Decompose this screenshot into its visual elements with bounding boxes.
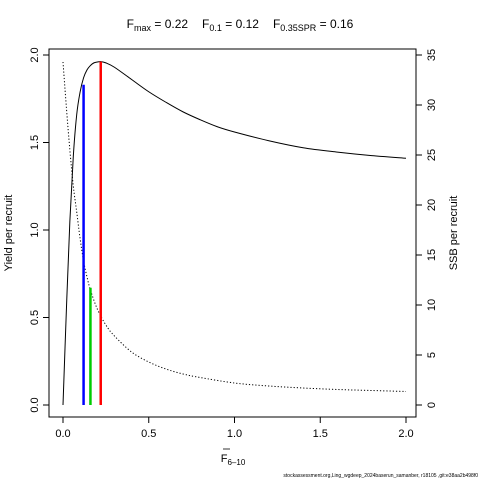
x-axis: 0.0 0.5 1.0 1.5 2.0 [55,417,414,440]
y-left-tick-label: 0.0 [29,397,41,412]
footer-text: stockassessment.org,Ling_wgdeep_2024base… [283,473,478,479]
y-right-tick-label: 0 [426,402,438,408]
y-right-tick-label: 35 [426,49,438,61]
y-axis-right: 0 5 10 15 20 25 30 35 [416,49,438,408]
title-fspr-subscript: 0.35SPR [280,23,317,33]
y-right-tick-label: 10 [426,299,438,311]
y-right-tick-label: 30 [426,99,438,111]
title-f01-symbol: F [202,17,209,31]
title-fmax-value: = 0.22 [151,17,188,31]
y-right-tick-label: 25 [426,149,438,161]
y-left-tick-label: 2.0 [29,47,41,62]
y-right-tick-label: 15 [426,249,438,261]
x-axis-label-main: F [221,453,228,465]
ssb-per-recruit-line [62,61,407,392]
y-axis-left: 0.0 0.5 1.0 1.5 2.0 [29,47,49,413]
title-fmax-subscript: max [134,23,152,33]
x-axis-label: F6–10 [221,453,246,467]
y-left-tick-label: 1.5 [29,135,41,150]
title-fmax-symbol: F [127,17,134,31]
y-right-tick-label: 5 [426,352,438,358]
title-f01-value: = 0.12 [222,17,259,31]
x-tick-label: 0.0 [55,428,70,440]
chart-title: Fmax = 0.22 F0.1 = 0.12 F0.35SPR = 0.16 [127,17,354,33]
y-axis-left-label: Yield per recruit [3,195,15,272]
x-tick-label: 1.0 [227,428,242,440]
reference-lines-layer [82,61,102,405]
title-fspr-symbol: F [273,17,280,31]
lines-layer [62,61,407,406]
y-axis-right-label: SSB per recruit [448,196,460,271]
plot-frame [48,48,417,418]
yield-per-recruit-line [62,61,407,406]
title-f01-subscript: 0.1 [209,23,222,33]
y-right-tick-label: 20 [426,199,438,211]
x-tick-label: 1.5 [313,428,328,440]
x-axis-label-subscript: 6–10 [227,458,245,467]
y-left-tick-label: 1.0 [29,222,41,237]
title-fspr-value: = 0.16 [316,17,353,31]
x-tick-label: 2.0 [398,428,413,440]
x-tick-label: 0.5 [141,428,156,440]
y-left-tick-label: 0.5 [29,310,41,325]
